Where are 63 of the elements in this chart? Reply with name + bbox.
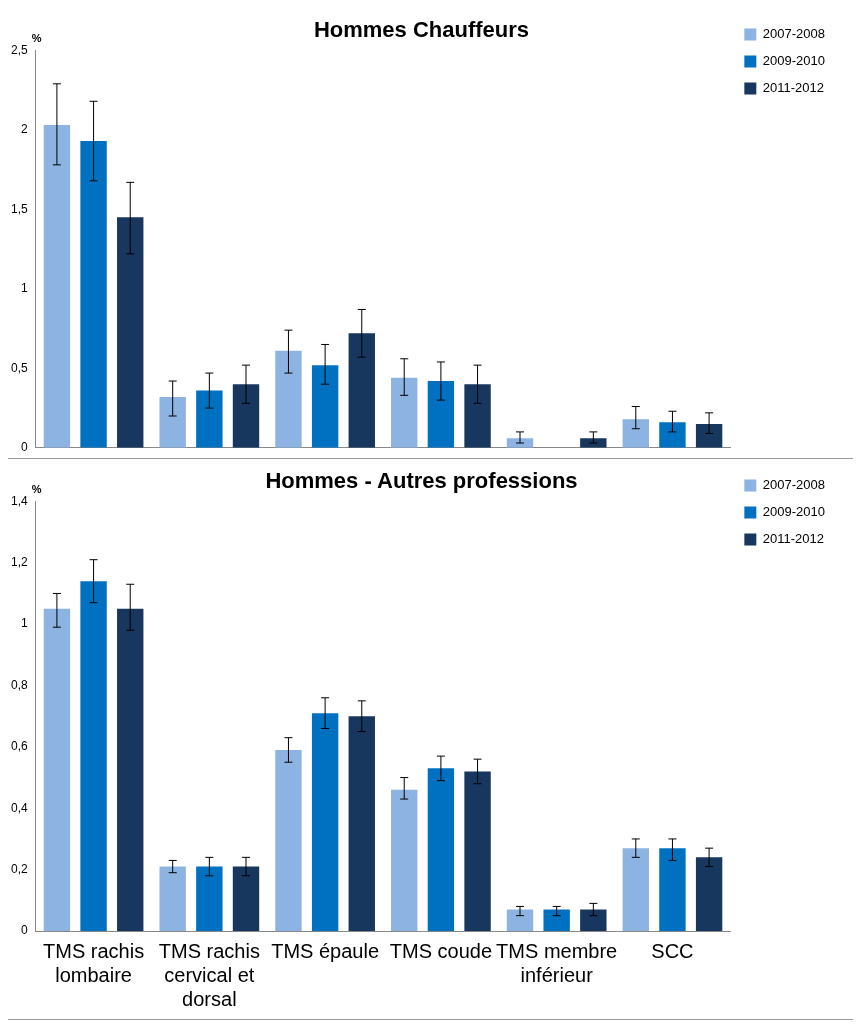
bar [427, 381, 455, 448]
x-tick-label: TMS rachis lombaire [43, 939, 145, 986]
y-tick-label: 0,6 [10, 739, 28, 754]
bar [622, 419, 649, 448]
x-tick-label: TMS rachis cervical et dorsal [158, 939, 260, 1010]
y-tick-label: 1,2 [10, 555, 28, 570]
legend-label: 2007-2008 [762, 26, 825, 42]
y-tick-label: 0,4 [10, 800, 28, 815]
bar [159, 396, 186, 448]
bar [311, 713, 339, 931]
x-tick-label: TMS épaule [271, 939, 380, 962]
bar [695, 423, 723, 448]
bar [464, 771, 491, 931]
bar [43, 608, 71, 931]
y-tick-label: 0,8 [10, 677, 28, 692]
bar [622, 848, 649, 931]
bar [80, 141, 107, 448]
x-tick-label: TMS membre inférieur [496, 939, 618, 986]
y-tick-label: 1,5 [10, 201, 28, 216]
bar [159, 866, 186, 931]
bar [659, 848, 686, 931]
bar [348, 333, 375, 448]
x-tick-label: TMS coude [389, 939, 493, 962]
y-tick-label: 0 [20, 923, 28, 938]
chart-title: Hommes - Autres professions [265, 468, 578, 494]
x-tick-label: SCC [651, 939, 694, 962]
bar [695, 857, 723, 931]
legend-label: 2011-2012 [762, 80, 825, 96]
y-tick-label: 0,2 [10, 861, 28, 876]
legend-label: 2009-2010 [762, 504, 825, 520]
y-tick-label: 0,5 [10, 360, 28, 375]
bar [506, 909, 534, 931]
bar [391, 789, 418, 931]
bar [117, 217, 144, 448]
bar [43, 125, 71, 448]
bar [232, 384, 260, 448]
legend-label: 2009-2010 [762, 53, 825, 69]
y-tick-label: 2 [20, 122, 28, 137]
legend-label: 2011-2012 [762, 531, 825, 547]
bar [80, 581, 107, 931]
y-tick-label: 2,5 [10, 42, 28, 57]
bar [659, 422, 686, 448]
bar [391, 377, 418, 448]
bar [427, 768, 455, 931]
bar [275, 749, 302, 931]
bar [348, 716, 375, 931]
y-tick-label: 1,4 [10, 493, 28, 508]
bar [196, 866, 223, 931]
y-tick-label: 0 [20, 440, 28, 455]
legend-label: 2007-2008 [762, 477, 825, 493]
bar [275, 350, 302, 448]
bar [117, 608, 144, 931]
y-tick-label: 1 [20, 616, 28, 631]
y-axis-title: % [31, 483, 42, 496]
y-axis-title: % [31, 32, 42, 45]
y-tick-label: 1 [20, 281, 28, 296]
bar [196, 390, 223, 448]
chart-title: Hommes Chauffeurs [313, 17, 530, 43]
bar [232, 866, 260, 931]
bar [580, 909, 607, 931]
bar [464, 384, 491, 448]
bar [311, 365, 339, 448]
bar [543, 909, 570, 931]
